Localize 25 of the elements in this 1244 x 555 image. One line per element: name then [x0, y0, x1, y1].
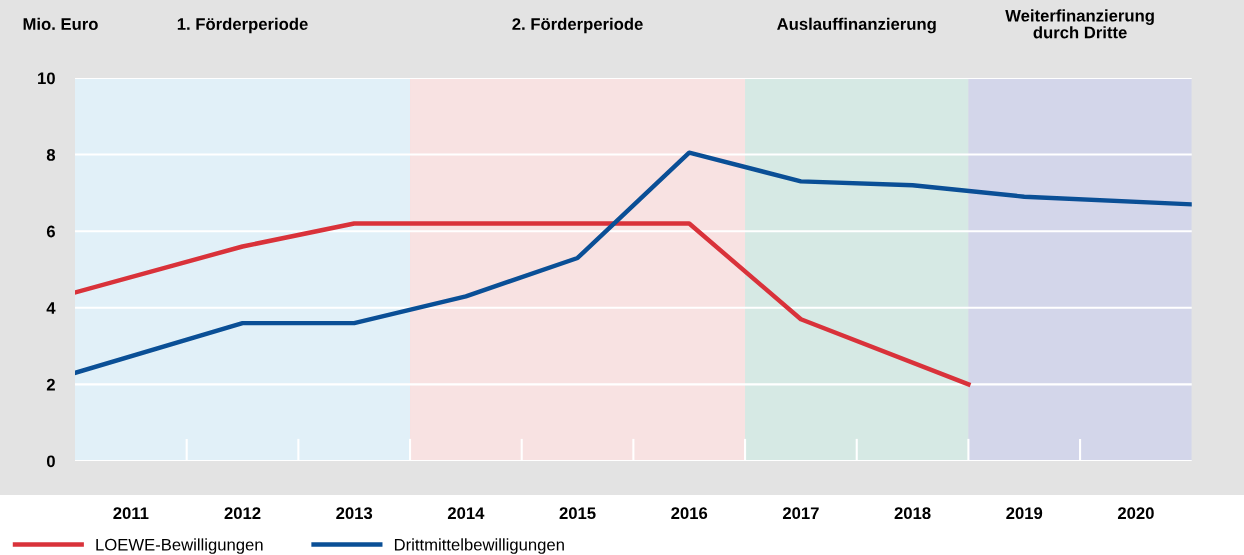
band-label: 1. Förderperiode — [177, 17, 308, 34]
line-series — [75, 150, 1192, 376]
x-tick-label: 2012 — [224, 507, 261, 520]
x-tick-label: 2017 — [782, 507, 819, 520]
y-tick-label: 8 — [46, 148, 56, 161]
band-label: 2. Förderperiode — [512, 17, 643, 34]
band-label: Auslauffinanzierung — [777, 17, 936, 34]
y-tick-label: 10 — [38, 72, 55, 85]
x-tick-label: 2014 — [447, 507, 485, 520]
y-tick-label: 2 — [46, 378, 55, 391]
x-tick-label: 2013 — [336, 507, 373, 520]
y-tick-label: 6 — [46, 225, 55, 238]
band-label: Weiterfinanzierung durch Dritte — [1005, 9, 1154, 39]
y-tick-label: 0 — [46, 455, 55, 468]
x-tick-label: 2019 — [1006, 507, 1043, 520]
x-tick-label: 2018 — [894, 507, 931, 520]
line-series — [75, 221, 971, 387]
x-tick-label: 2020 — [1117, 507, 1154, 520]
x-tick-label: 2016 — [671, 507, 708, 520]
x-tick-label: 2011 — [113, 507, 149, 520]
y-axis-title: Mio. Euro — [23, 17, 98, 30]
legend-label: LOEWE-Bewilligungen — [96, 538, 263, 554]
legend-label: Drittmittelbewilligungen — [394, 538, 564, 554]
x-tick-label: 2015 — [559, 507, 596, 520]
y-tick-label: 4 — [46, 302, 56, 314]
